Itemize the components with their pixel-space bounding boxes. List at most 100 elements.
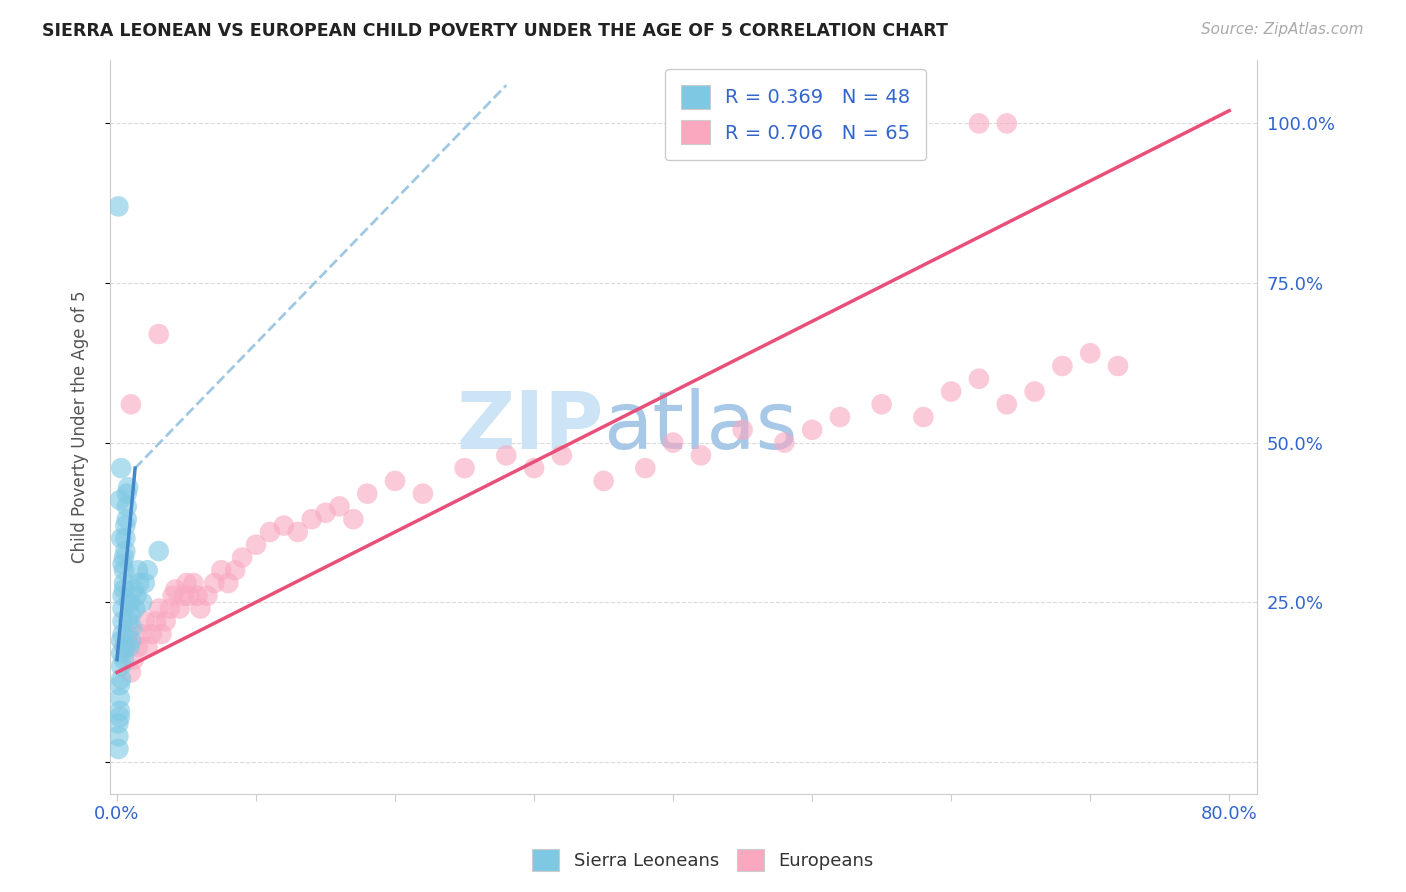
Point [495,448,517,462]
Point [217,576,239,591]
Point [412,486,434,500]
Point [162,589,184,603]
Point [111,615,134,629]
Point [967,116,990,130]
Point [108,704,131,718]
Point [912,410,935,425]
Point [114,532,136,546]
Point [117,615,139,629]
Point [136,640,159,654]
Point [107,729,129,743]
Point [148,601,170,615]
Point [148,544,170,558]
Point [870,397,893,411]
Point [121,621,143,635]
Point [551,448,574,462]
Point [110,461,132,475]
Point [110,672,132,686]
Point [179,589,201,603]
Point [112,563,135,577]
Text: atlas: atlas [603,388,797,466]
Point [134,615,156,629]
Point [1107,359,1129,373]
Point [111,627,134,641]
Point [995,116,1018,130]
Point [127,640,149,654]
Point [108,493,131,508]
Point [108,678,131,692]
Point [259,524,281,539]
Point [136,563,159,577]
Point [224,563,246,577]
Point [115,500,138,514]
Point [523,461,546,475]
Point [1052,359,1074,373]
Point [690,448,713,462]
Point [112,652,135,666]
Point [118,595,141,609]
Point [141,627,163,641]
Point [122,652,145,666]
Point [173,589,195,603]
Point [107,742,129,756]
Point [107,199,129,213]
Point [773,435,796,450]
Point [634,461,657,475]
Point [111,601,134,615]
Point [231,550,253,565]
Point [145,615,167,629]
Point [114,544,136,558]
Point [111,589,134,603]
Point [120,633,142,648]
Point [134,576,156,591]
Point [115,486,138,500]
Point [1024,384,1046,399]
Point [120,665,142,680]
Point [183,576,205,591]
Point [148,327,170,342]
Point [592,474,614,488]
Point [342,512,364,526]
Point [287,524,309,539]
Point [128,576,150,591]
Point [111,557,134,571]
Point [197,589,219,603]
Point [112,550,135,565]
Point [115,512,138,526]
Point [209,563,232,577]
Point [273,518,295,533]
Point [301,512,323,526]
Point [169,601,191,615]
Point [176,576,198,591]
Point [315,506,337,520]
Point [112,576,135,591]
Point [187,589,209,603]
Point [120,397,142,411]
Point [1078,346,1101,360]
Point [124,601,146,615]
Point [110,659,132,673]
Point [967,372,990,386]
Y-axis label: Child Poverty Under the Age of 5: Child Poverty Under the Age of 5 [72,291,89,563]
Point [155,615,177,629]
Point [731,423,754,437]
Point [384,474,406,488]
Point [117,480,139,494]
Point [110,646,132,660]
Point [356,486,378,500]
Point [328,500,350,514]
Point [125,589,148,603]
Point [127,563,149,577]
Point [112,582,135,597]
Point [662,435,685,450]
Point [110,532,132,546]
Point [159,601,181,615]
Point [114,518,136,533]
Point [202,576,225,591]
Point [995,397,1018,411]
Point [107,716,129,731]
Legend: R = 0.369   N = 48, R = 0.706   N = 65: R = 0.369 N = 48, R = 0.706 N = 65 [665,70,927,160]
Text: ZIP: ZIP [456,388,603,466]
Point [801,423,824,437]
Point [117,627,139,641]
